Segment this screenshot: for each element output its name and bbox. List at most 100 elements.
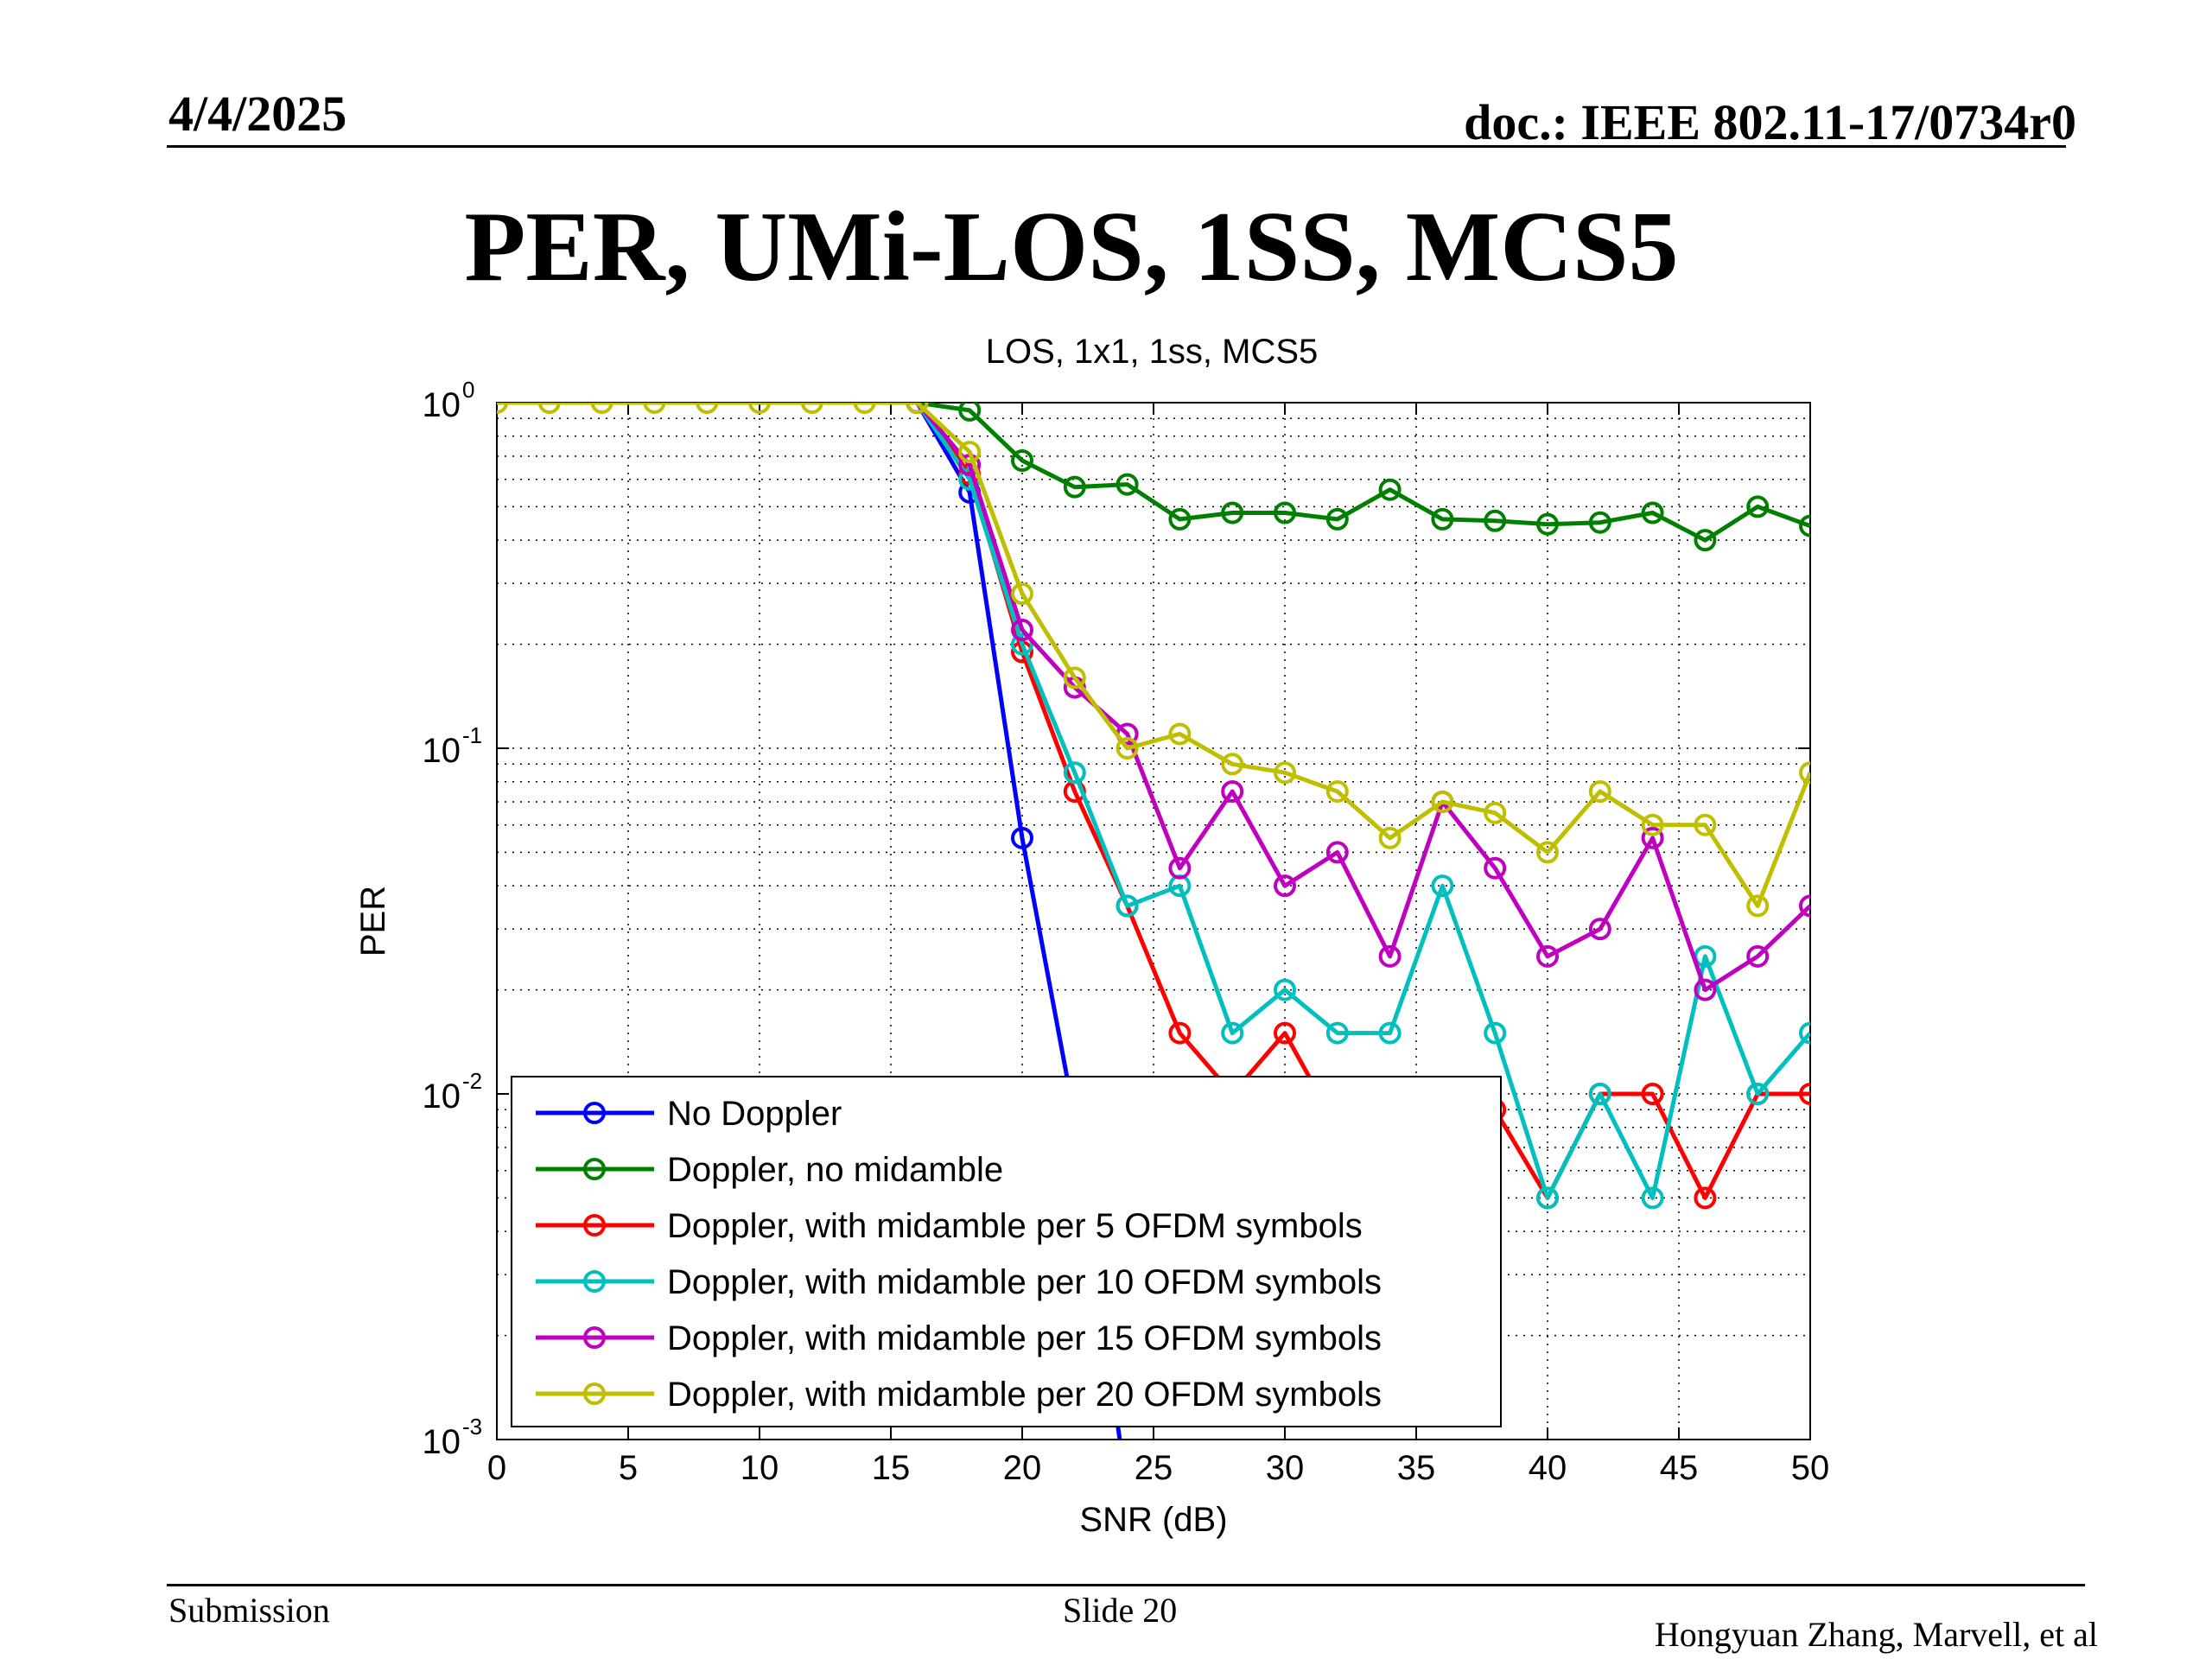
legend-label-0: No Doppler bbox=[667, 1095, 842, 1133]
series-5-point-8 bbox=[906, 403, 929, 414]
series-3-point-10 bbox=[1431, 874, 1454, 898]
legend-box bbox=[511, 1076, 1502, 1427]
y-tick-exponent-0: 0 bbox=[462, 377, 474, 403]
legend-entry-4: Doppler, with midamble per 15 OFDM symbo… bbox=[536, 1319, 1382, 1357]
series-4-point-5 bbox=[1168, 856, 1192, 880]
series-4-point-15 bbox=[1694, 978, 1717, 1001]
x-tick-label-0: 0 bbox=[487, 1449, 506, 1487]
series-3-point-7 bbox=[1274, 978, 1296, 1001]
series-5-point-11 bbox=[1063, 666, 1086, 690]
series-1-point-11 bbox=[1484, 509, 1507, 532]
series-5-point-24 bbox=[1746, 894, 1770, 918]
series-2-point-17 bbox=[1799, 1083, 1810, 1105]
y-tick-exponent-2: -2 bbox=[462, 1068, 482, 1094]
series-5-point-25 bbox=[1799, 761, 1810, 785]
header-divider bbox=[167, 145, 2066, 148]
series-5-point-16 bbox=[1325, 779, 1349, 803]
footer-divider bbox=[167, 1584, 2085, 1586]
footer-author: Hongyuan Zhang, Marvell, et al bbox=[1654, 1615, 2098, 1654]
legend-label-4: Doppler, with midamble per 15 OFDM symbo… bbox=[667, 1319, 1382, 1357]
series-5-point-2 bbox=[590, 403, 613, 414]
header-doc-id: doc.: IEEE 802.11-17/0734r0 bbox=[1464, 94, 2076, 150]
legend-swatch-marker-3 bbox=[583, 1270, 606, 1293]
series-line-5 bbox=[497, 403, 1810, 908]
series-5-point-7 bbox=[853, 403, 876, 414]
series-1-point-5 bbox=[1168, 507, 1192, 531]
series-5-point-18 bbox=[1431, 790, 1454, 813]
footer-slide-number: Slide 20 bbox=[1063, 1591, 1178, 1630]
slide-title: PER, UMi-LOS, 1SS, MCS5 bbox=[464, 192, 1679, 302]
series-3-point-14 bbox=[1641, 1186, 1664, 1210]
series-3 bbox=[906, 403, 1810, 1210]
series-1-point-12 bbox=[1536, 512, 1559, 536]
series-5-point-5 bbox=[748, 403, 771, 414]
series-2-point-15 bbox=[1694, 1186, 1717, 1210]
x-tick-label-2: 10 bbox=[741, 1449, 779, 1487]
series-1-point-7 bbox=[1274, 501, 1296, 524]
legend-entry-1: Doppler, no midamble bbox=[536, 1151, 1003, 1189]
series-4-point-9 bbox=[1378, 944, 1402, 968]
series-1-point-13 bbox=[1588, 511, 1611, 534]
legend-label-3: Doppler, with midamble per 10 OFDM symbo… bbox=[667, 1263, 1382, 1301]
y-tick-exponent-3: -3 bbox=[462, 1414, 482, 1440]
legend-swatch-marker-2 bbox=[583, 1214, 606, 1236]
legend-entry-0: No Doppler bbox=[536, 1095, 842, 1133]
series-5 bbox=[497, 403, 1810, 918]
series-3-point-4 bbox=[1116, 894, 1139, 918]
y-axis-label: PER bbox=[354, 886, 392, 957]
series-1-point-9 bbox=[1378, 478, 1402, 501]
x-tick-label-7: 35 bbox=[1397, 1449, 1436, 1487]
series-3-point-16 bbox=[1746, 1083, 1770, 1105]
series-4-point-2 bbox=[1011, 619, 1033, 642]
series-4-point-13 bbox=[1588, 918, 1611, 941]
series-1-point-17 bbox=[1799, 514, 1810, 537]
series-1-point-2 bbox=[1011, 448, 1033, 472]
series-5-point-1 bbox=[537, 403, 561, 414]
series-0-point-2 bbox=[1011, 826, 1033, 849]
x-tick-label-10: 50 bbox=[1791, 1449, 1830, 1487]
series-1-point-4 bbox=[1116, 473, 1139, 496]
series-5-point-14 bbox=[1221, 753, 1244, 776]
series-4-point-12 bbox=[1536, 944, 1559, 968]
series-4-point-11 bbox=[1484, 856, 1507, 880]
series-3-point-17 bbox=[1799, 1021, 1810, 1045]
series-3-point-3 bbox=[1063, 761, 1086, 785]
footer-submission: Submission bbox=[168, 1591, 330, 1630]
legend-label-1: Doppler, no midamble bbox=[667, 1151, 1003, 1189]
series-4-point-14 bbox=[1641, 826, 1664, 849]
series-4-point-7 bbox=[1274, 874, 1296, 898]
series-5-point-20 bbox=[1536, 841, 1559, 864]
series-5-point-23 bbox=[1694, 813, 1717, 836]
series-3-point-6 bbox=[1221, 1021, 1244, 1045]
series-4-point-17 bbox=[1799, 894, 1810, 918]
x-tick-label-5: 25 bbox=[1135, 1449, 1173, 1487]
series-2-point-7 bbox=[1274, 1021, 1296, 1045]
series-3-point-8 bbox=[1325, 1021, 1349, 1045]
series-2-point-5 bbox=[1168, 1021, 1192, 1045]
legend-label-2: Doppler, with midamble per 5 OFDM symbol… bbox=[667, 1207, 1363, 1245]
series-3-point-11 bbox=[1484, 1021, 1507, 1045]
series-1-point-3 bbox=[1063, 475, 1086, 499]
legend-swatch-marker-4 bbox=[583, 1326, 606, 1349]
x-tick-label-4: 20 bbox=[1003, 1449, 1042, 1487]
legend: No Doppler Doppler, no midamble Doppler, w… bbox=[511, 1076, 1502, 1427]
legend-label-5: Doppler, with midamble per 20 OFDM symbo… bbox=[667, 1376, 1382, 1414]
header-date: 4/4/2025 bbox=[168, 86, 347, 142]
series-5-point-6 bbox=[800, 403, 823, 414]
series-1-point-10 bbox=[1431, 507, 1454, 531]
legend-entry-5: Doppler, with midamble per 20 OFDM symbo… bbox=[536, 1376, 1382, 1414]
series-1-point-16 bbox=[1746, 495, 1770, 518]
series-5-point-9 bbox=[958, 441, 982, 464]
series-2-point-14 bbox=[1641, 1083, 1664, 1105]
series-1-point-15 bbox=[1694, 529, 1717, 552]
series-1 bbox=[906, 403, 1810, 552]
series-4-point-8 bbox=[1325, 841, 1349, 864]
y-tick-label-1: 10 bbox=[423, 732, 461, 770]
series-5-point-3 bbox=[643, 403, 666, 414]
x-tick-label-3: 15 bbox=[872, 1449, 911, 1487]
series-3-point-13 bbox=[1588, 1083, 1611, 1105]
series-1-point-14 bbox=[1641, 501, 1664, 524]
y-tick-exponent-1: -1 bbox=[462, 722, 482, 748]
